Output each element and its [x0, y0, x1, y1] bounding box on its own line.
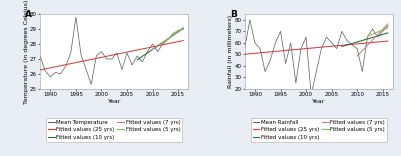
X-axis label: Year: Year — [312, 98, 326, 103]
Y-axis label: Temperature (in degrees Celsius): Temperature (in degrees Celsius) — [24, 0, 28, 104]
Y-axis label: Rainfall (in millimeters): Rainfall (in millimeters) — [228, 15, 233, 88]
Legend: Mean Temperature, Fitted values (25 yrs), Fitted values (10 yrs), Fitted values : Mean Temperature, Fitted values (25 yrs)… — [47, 118, 182, 142]
Text: A: A — [25, 10, 32, 19]
Text: B: B — [230, 10, 237, 19]
X-axis label: Year: Year — [107, 98, 121, 103]
Legend: Mean Rainfall, Fitted values (25 yrs), Fitted values (10 yrs), Fitted values (7 : Mean Rainfall, Fitted values (25 yrs), F… — [251, 118, 387, 142]
